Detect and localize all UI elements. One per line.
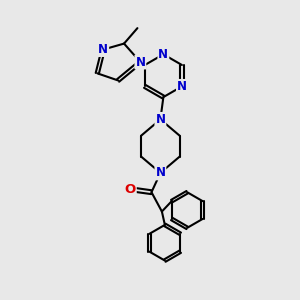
Text: N: N: [98, 43, 108, 56]
Text: N: N: [158, 48, 168, 61]
Text: N: N: [155, 113, 165, 126]
Text: N: N: [135, 56, 146, 68]
Text: N: N: [177, 80, 187, 93]
Text: N: N: [155, 167, 165, 179]
Text: O: O: [124, 183, 136, 196]
